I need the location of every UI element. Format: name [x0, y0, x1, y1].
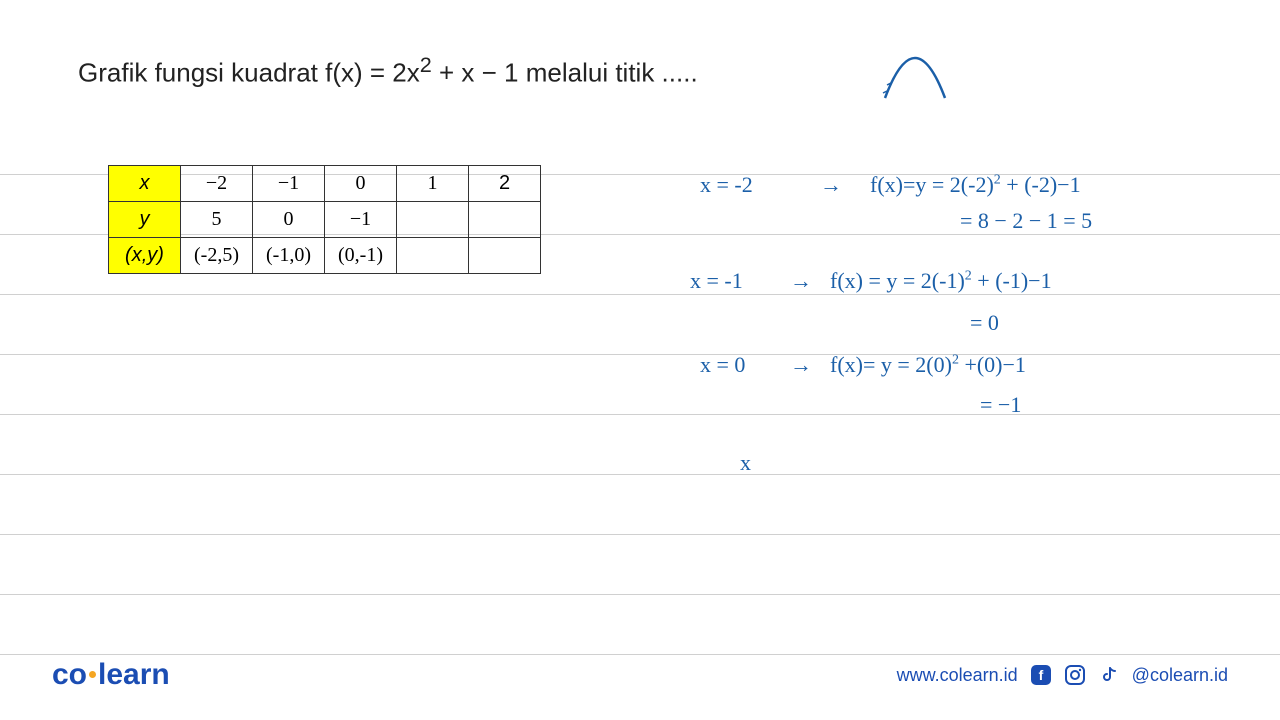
cell: −1: [253, 166, 325, 202]
instagram-icon: [1064, 664, 1086, 686]
question-suffix: + x − 1 melalui titik .....: [432, 58, 698, 88]
row-header-xy: (x,y): [109, 238, 181, 274]
handwriting-line: = −1: [980, 392, 1021, 418]
handwriting-line: x = -1: [690, 268, 743, 294]
footer-url: www.colearn.id: [897, 665, 1018, 686]
footer-right: www.colearn.id f @colearn.id: [897, 664, 1228, 686]
value-table: x −2 −1 0 1 2 y 5 0 −1 (x,y) (-2,5) (-1,…: [108, 165, 541, 274]
handwriting-line: f(x)=y = 2(-2)2 + (-2)−1: [870, 172, 1081, 198]
handwriting-line: x = 0: [700, 352, 745, 378]
logo-co: co: [52, 658, 87, 691]
handwriting-line: f(x)= y = 2(0)2 +(0)−1: [830, 352, 1026, 378]
row-header-y: y: [109, 202, 181, 238]
cell: (0,-1): [325, 238, 397, 274]
handwriting-line: f(x) = y = 2(-1)2 + (-1)−1: [830, 268, 1052, 294]
cell: (-2,5): [181, 238, 253, 274]
cell: [397, 238, 469, 274]
footer: colearn www.colearn.id f @colearn.id: [0, 658, 1280, 692]
cell: 5: [181, 202, 253, 238]
tiktok-icon: [1098, 664, 1120, 686]
question-text: Grafik fungsi kuadrat f(x) = 2x2 + x − 1…: [78, 52, 698, 89]
cell: [469, 238, 541, 274]
ruled-background: [0, 0, 1280, 720]
table-row-x: x −2 −1 0 1 2: [109, 166, 541, 202]
svg-text:f: f: [1038, 667, 1043, 683]
handwriting-line: →: [820, 172, 842, 198]
parabola-sketch-icon: [870, 38, 960, 108]
handwriting-line: →: [790, 352, 812, 378]
cell: −2: [181, 166, 253, 202]
logo-learn: learn: [98, 658, 170, 691]
row-header-x: x: [109, 166, 181, 202]
cell: −1: [325, 202, 397, 238]
question-exponent: 2: [420, 52, 432, 77]
cell: [469, 202, 541, 238]
table-row-xy: (x,y) (-2,5) (-1,0) (0,-1): [109, 238, 541, 274]
facebook-icon: f: [1030, 664, 1052, 686]
cell: 0: [253, 202, 325, 238]
handwriting-line: →: [790, 268, 812, 294]
cell: (-1,0): [253, 238, 325, 274]
cell: 1: [397, 166, 469, 202]
cell: [397, 202, 469, 238]
table-row-y: y 5 0 −1: [109, 202, 541, 238]
logo-dot-icon: [89, 671, 96, 678]
footer-handle: @colearn.id: [1132, 665, 1228, 686]
question-prefix: Grafik fungsi kuadrat f(x) = 2x: [78, 58, 420, 88]
cell: 2: [469, 166, 541, 202]
handwriting-line: = 0: [970, 310, 999, 336]
handwriting-line: = 8 − 2 − 1 = 5: [960, 208, 1092, 234]
handwriting-line: x = -2: [700, 172, 753, 198]
cell: 0: [325, 166, 397, 202]
colearn-logo: colearn: [52, 658, 170, 692]
handwriting-line: x: [740, 450, 751, 476]
